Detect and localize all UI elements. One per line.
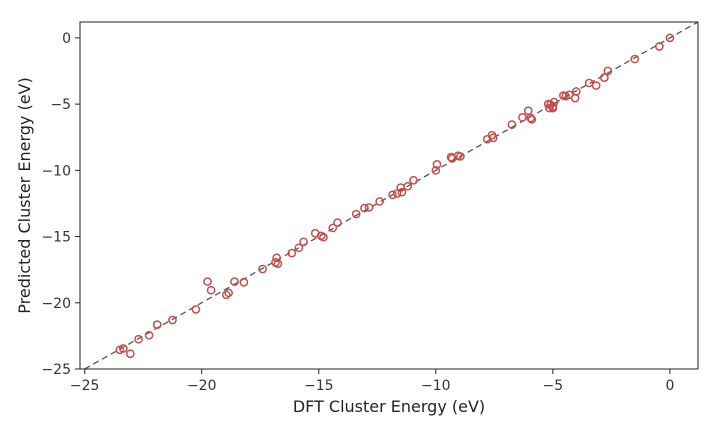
data-point [543,99,553,109]
data-point [115,345,125,355]
data-point [431,165,441,175]
data-point [134,334,143,344]
data-point [409,175,418,185]
data-point [230,277,239,286]
data-point [360,203,369,213]
data-points-layer [115,33,675,359]
data-point [518,113,527,122]
data-point [527,114,537,124]
data-point [603,66,613,76]
data-point [655,42,664,51]
data-point [446,152,456,162]
reference-line-layer [84,21,699,370]
data-point [191,305,201,314]
data-point [144,330,154,340]
data-point [482,134,492,144]
data-point [333,218,342,228]
data-point [287,248,297,258]
y-tick-label: 0 [62,31,71,47]
data-point [523,106,533,116]
plot-area-frame [79,21,699,370]
x-axis-label: DFT Cluster Energy (eV) [293,397,485,416]
data-point [125,349,135,359]
y-tick-label: −20 [41,296,71,312]
y-tick-label: −15 [41,230,71,246]
data-point [432,160,442,169]
data-point [548,102,558,112]
data-point [272,253,281,263]
x-tick-label: −5 [543,378,564,394]
y-tick-label: −25 [41,362,71,378]
y-tick-label: −5 [50,97,71,113]
x-tick-label: −10 [421,378,451,394]
data-point [526,113,535,123]
x-tick-label: −20 [187,378,217,394]
data-point [328,223,338,233]
data-point [600,73,609,82]
data-point [392,189,402,198]
data-point [239,277,249,287]
reference-line [84,21,699,370]
data-point [351,209,361,219]
data-point [630,54,640,64]
data-point [584,78,594,88]
data-point [299,237,308,247]
y-axis-label: Predicted Cluster Energy (eV) [15,77,34,313]
data-point [294,243,304,253]
data-point [507,120,517,129]
data-point [375,197,384,206]
data-point [310,228,320,238]
data-point [168,315,177,325]
ticks-layer: −25 −20 −15 −10 −5 0 0 −5 −10 −15 −20 −25 [41,31,674,394]
y-tick-label: −10 [41,163,71,179]
data-point [397,187,407,197]
data-point [203,277,212,286]
data-point [665,33,675,43]
data-point [224,288,233,298]
data-point [591,81,601,90]
data-point [559,91,568,100]
data-point [447,154,457,163]
data-point [271,258,280,267]
data-point [364,203,374,212]
data-point [388,190,397,200]
x-tick-label: −25 [70,378,100,394]
x-tick-label: 0 [665,378,674,394]
data-point [152,320,162,329]
data-point [206,285,216,295]
data-point [221,290,231,300]
x-tick-label: −15 [304,378,334,394]
data-point [258,264,267,274]
